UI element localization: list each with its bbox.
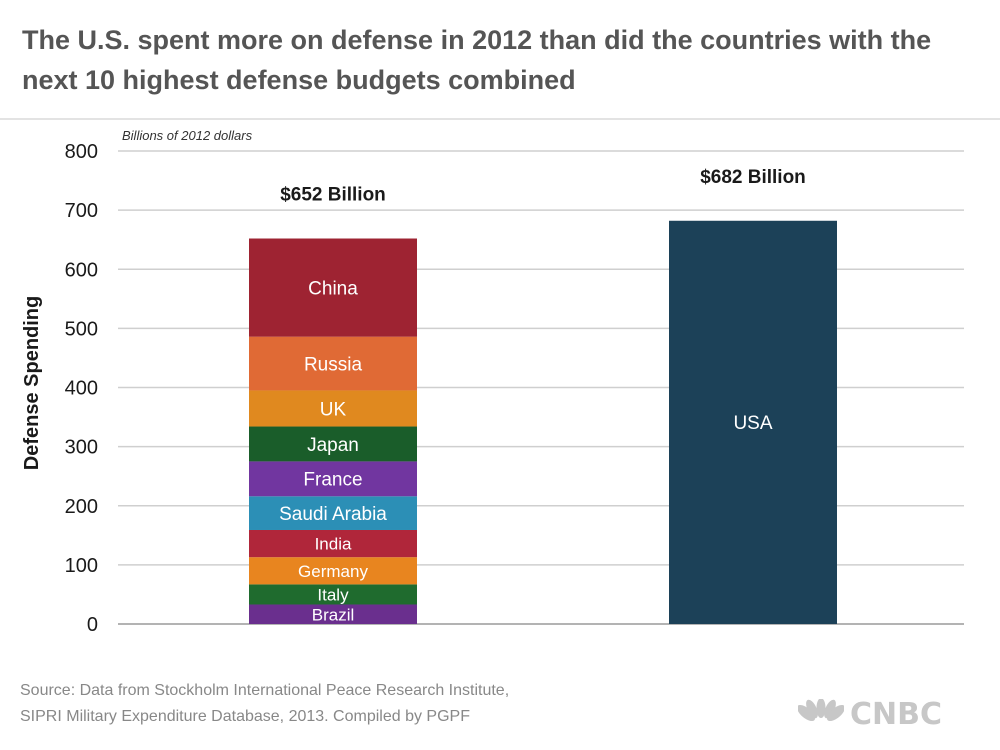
- y-tick-label: 400: [65, 378, 98, 400]
- source-note: Source: Data from Stockholm Internationa…: [20, 678, 740, 730]
- y-tick-label: 700: [65, 200, 98, 222]
- bar-segment-germany: [249, 557, 417, 585]
- segment-label: France: [303, 470, 362, 491]
- y-tick-label: 200: [65, 496, 98, 518]
- y-axis-ticks: 0 100 200 300 400 500 600 700 800: [65, 141, 98, 636]
- bar-segment-india: [249, 529, 417, 558]
- segment-label: Brazil: [312, 605, 355, 624]
- bar-segment-usa: [669, 220, 837, 624]
- segment-label: Italy: [317, 586, 349, 605]
- title-divider: [0, 118, 1000, 120]
- bar-segment-japan: [249, 426, 417, 462]
- bar-segment-france: [249, 461, 417, 497]
- y-tick-label: 0: [87, 614, 98, 636]
- y-tick-label: 800: [65, 141, 98, 163]
- source-line-1: Source: Data from Stockholm Internationa…: [20, 682, 510, 699]
- bar-segment-russia: [249, 336, 417, 391]
- segment-label: Russia: [304, 354, 363, 375]
- segment-label: China: [308, 278, 358, 299]
- segment-label: India: [315, 535, 352, 554]
- peacock-icon: [798, 699, 844, 722]
- logo-text: CNBC: [850, 696, 943, 732]
- y-axis-label: Defense Spending: [21, 296, 43, 470]
- bar-segment-uk: [249, 390, 417, 427]
- y-tick-label: 300: [65, 437, 98, 459]
- segment-label: UK: [320, 399, 347, 420]
- bar-segment-china: [249, 238, 417, 337]
- source-line-2: SIPRI Military Expenditure Database, 201…: [20, 708, 470, 725]
- chart-subtitle: Billions of 2012 dollars: [122, 128, 253, 143]
- segment-label: USA: [733, 413, 772, 434]
- segment-label: Japan: [307, 435, 359, 456]
- segment-label: Germany: [298, 562, 368, 581]
- cnbc-logo: CNBC: [798, 696, 988, 732]
- bar-segment-brazil: [249, 604, 417, 624]
- gridlines: [118, 150, 964, 625]
- bar-total-label: $682 Billion: [700, 167, 806, 188]
- bar-total-label: $652 Billion: [280, 185, 386, 206]
- y-tick-label: 500: [65, 318, 98, 340]
- chart-title: The U.S. spent more on defense in 2012 t…: [22, 25, 932, 95]
- segment-label: Saudi Arabia: [279, 504, 387, 525]
- y-tick-label: 100: [65, 555, 98, 577]
- bar-segment-saudi-arabia: [249, 496, 417, 530]
- bar-segment-italy: [249, 584, 417, 605]
- y-tick-label: 600: [65, 259, 98, 281]
